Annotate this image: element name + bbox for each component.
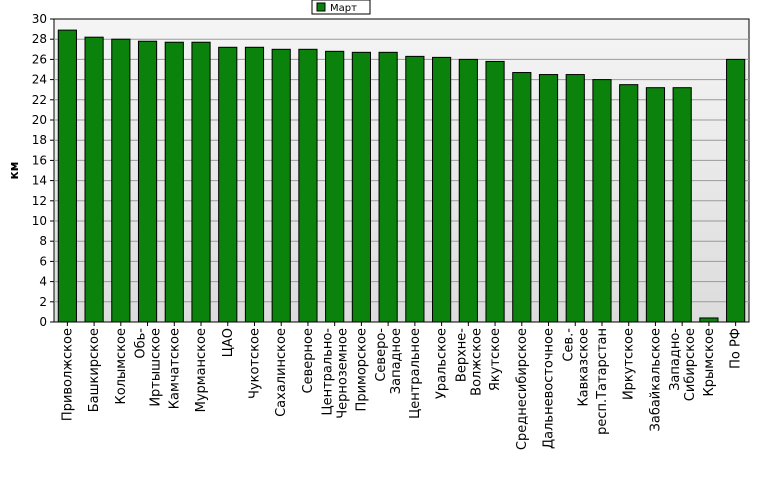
bar — [672, 87, 692, 323]
x-tick-label: Обь-Иртышское — [134, 328, 164, 407]
x-tick-label: Центральное — [408, 328, 423, 419]
y-tick-label: 4 — [39, 275, 47, 289]
bar — [351, 51, 371, 323]
bar — [726, 58, 746, 323]
y-axis-label: км — [7, 162, 21, 180]
y-tick-label: 2 — [39, 295, 47, 309]
bar — [592, 79, 612, 323]
bar — [432, 56, 452, 323]
x-tick-label: Приморское — [354, 328, 369, 411]
x-tick-label: Верхне-Волжское — [454, 328, 484, 396]
bar — [538, 74, 559, 323]
bar — [458, 58, 478, 323]
x-tick-label: По РФ — [729, 328, 744, 369]
x-tick-label: Колымское — [114, 328, 129, 405]
x-tick-label: Дальневосточное — [542, 328, 557, 449]
y-tick-label: 16 — [32, 153, 47, 167]
x-tick-label: Камчатское — [167, 328, 182, 409]
x-tick-label: Западно-Сибирское — [668, 328, 698, 402]
bar — [512, 72, 532, 323]
x-tick-label: Северо-Западное — [374, 328, 404, 395]
bar — [699, 317, 719, 323]
bar — [645, 87, 666, 323]
y-tick-label: 14 — [32, 174, 47, 188]
x-tick-label: Центрально-Черноземное — [321, 328, 351, 419]
bar — [619, 84, 639, 323]
x-tick-label: Иркутское — [622, 328, 637, 400]
x-tick-label: Среднесибирское — [515, 328, 530, 450]
y-tick-label: 20 — [32, 113, 47, 127]
bar — [378, 51, 398, 323]
x-tick-label: Якутское — [488, 328, 503, 391]
y-tick-label: 28 — [32, 32, 47, 46]
bar — [218, 46, 238, 323]
x-tick-label: Приволжское — [60, 328, 75, 421]
x-tick-label: Сахалинское — [274, 328, 289, 417]
x-axis: Приволжское Башкирское Колымское Обь-Иртышс… — [60, 322, 744, 450]
y-tick-label: 18 — [32, 133, 47, 147]
y-tick-label: 10 — [32, 214, 47, 228]
x-tick-label: Северное — [301, 328, 316, 393]
bar — [111, 38, 131, 323]
bar — [485, 60, 505, 323]
x-tick-label: Уральское — [435, 328, 450, 399]
y-tick-label: 24 — [32, 73, 47, 87]
x-tick-label: Забайкальское — [648, 328, 663, 431]
y-tick-label: 12 — [32, 194, 47, 208]
bar — [57, 29, 77, 323]
bar — [271, 48, 291, 323]
bar — [84, 36, 104, 323]
bar — [164, 41, 184, 323]
plot-area — [53, 18, 750, 323]
y-tick-label: 8 — [39, 234, 47, 248]
x-tick-label: Чукотское — [247, 328, 262, 399]
legend-box — [311, 0, 371, 15]
y-tick-label: 6 — [39, 254, 47, 268]
legend-swatch — [316, 2, 326, 12]
x-tick-label: респ.Татарстан — [595, 328, 610, 435]
y-tick-label: 30 — [32, 12, 47, 26]
x-tick-label: ЦАО — [221, 328, 236, 357]
bar — [191, 41, 211, 323]
y-tick-label: 22 — [32, 93, 47, 107]
legend: Март — [311, 0, 371, 15]
bar — [565, 74, 585, 323]
y-tick-label: 26 — [32, 52, 47, 66]
x-tick-label: Крымское — [702, 328, 717, 397]
bar — [405, 55, 425, 323]
y-tick-label: 0 — [39, 315, 47, 329]
bar — [298, 48, 318, 323]
bar — [137, 40, 158, 323]
x-tick-label: Сев.-Кавказское — [561, 328, 591, 407]
x-tick-label: Башкирское — [87, 328, 102, 412]
x-tick-label: Мурманское — [194, 328, 209, 412]
legend-entry: Март — [330, 3, 357, 14]
bar — [244, 46, 265, 323]
bar — [325, 50, 345, 323]
